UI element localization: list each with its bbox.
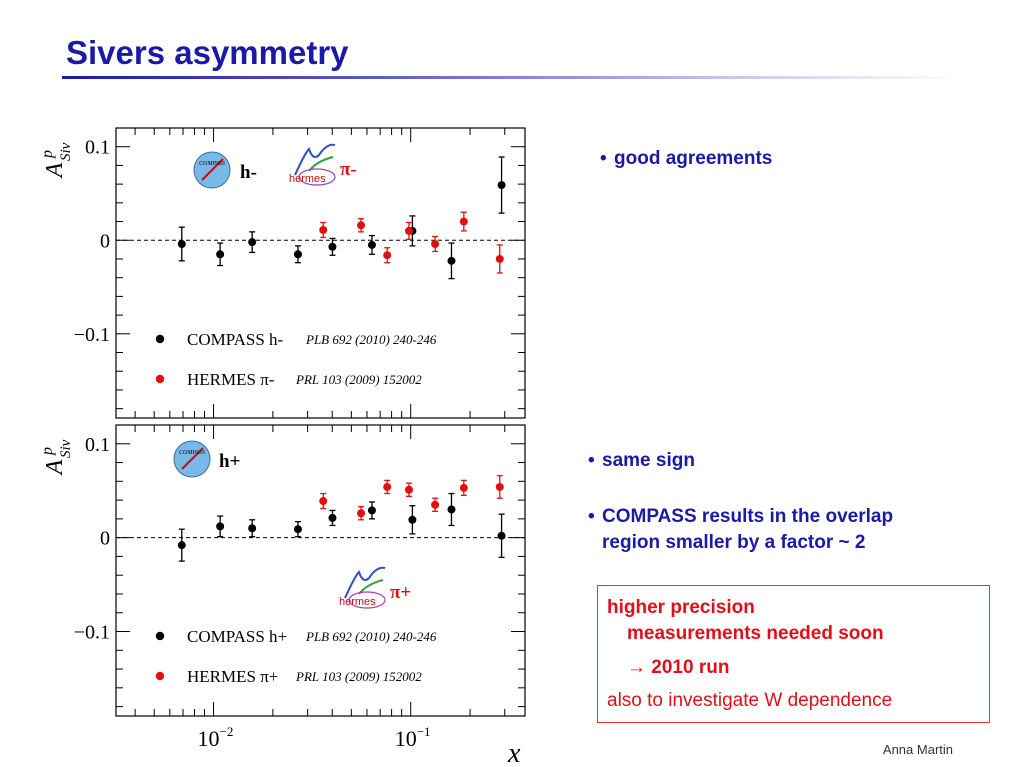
bullet-good-agreements: good agreements xyxy=(614,148,773,169)
data-point xyxy=(293,250,302,259)
slide-title: Sivers asymmetry xyxy=(66,34,349,71)
y-label-A: A xyxy=(42,162,68,179)
data-point xyxy=(319,497,328,506)
data-point xyxy=(431,500,440,509)
bullet-same-sign: • same sign xyxy=(588,448,695,474)
y-tick-label: −0.1 xyxy=(74,622,110,644)
compass-hadron-label: h+ xyxy=(219,451,240,472)
data-point xyxy=(383,251,392,260)
box-line-1: higher precision xyxy=(607,597,755,618)
compass-needle xyxy=(201,158,224,181)
legend-label: COMPASS h- xyxy=(187,330,284,349)
y-label-A: A xyxy=(42,459,68,476)
legend-reference: PRL 103 (2009) 152002 xyxy=(295,372,422,387)
hermes-pion-label: π+ xyxy=(390,582,411,603)
data-point xyxy=(177,541,186,550)
data-point xyxy=(497,531,506,540)
y-tick-label: 0.1 xyxy=(85,137,110,159)
y-tick-label: 0.1 xyxy=(85,434,110,456)
data-point xyxy=(357,221,366,230)
y-axis-label: Ap Siv xyxy=(39,142,74,179)
data-point xyxy=(328,242,337,251)
bullet-same-sign-text: same sign xyxy=(602,450,695,471)
legend-marker xyxy=(155,671,165,681)
legend-label: HERMES π+ xyxy=(187,667,278,686)
plot-frame-top xyxy=(115,127,526,419)
footer-author: Anna Martin xyxy=(882,742,953,757)
legend-reference: PLB 692 (2010) 240-246 xyxy=(305,332,437,347)
compass-logo-text: COMPASS xyxy=(199,161,225,167)
bullet-dot: • xyxy=(588,506,595,527)
data-point xyxy=(447,505,456,514)
data-point xyxy=(497,181,506,190)
compass-hadron-label: h- xyxy=(240,162,257,183)
data-point xyxy=(293,525,302,534)
data-point xyxy=(248,524,257,533)
bullet-overlap-line1: COMPASS results in the overlap xyxy=(602,506,894,527)
data-point xyxy=(459,483,468,492)
bullet-overlap-cont: region smaller by a factor ~ 2 xyxy=(602,530,865,556)
legend-marker xyxy=(155,631,165,641)
compass-needle xyxy=(181,447,204,470)
hermes-logo-icon xyxy=(294,143,336,176)
y-tick-label: 0 xyxy=(100,230,110,252)
hermes-logo-text: hermes xyxy=(339,596,376,608)
data-point xyxy=(367,240,376,249)
bullet-overlap: • COMPASS results in the overlap xyxy=(588,504,893,530)
box-line-3: → 2010 run xyxy=(627,657,730,678)
x-tick-exponent: −2 xyxy=(220,724,234,739)
y-axis-label: Ap Siv xyxy=(39,439,74,476)
data-point xyxy=(383,482,392,491)
legend-marker xyxy=(155,374,165,384)
compass-logo-text: COMPASS xyxy=(179,450,205,456)
data-point xyxy=(248,238,257,247)
hermes-pion-label: π- xyxy=(340,159,357,180)
conclusion-box xyxy=(597,585,990,723)
x-tick-label: 10 xyxy=(395,726,417,751)
data-point xyxy=(408,515,417,524)
bullet-dot: • xyxy=(600,148,607,169)
y-tick-label: −0.1 xyxy=(74,324,110,346)
legend-label: HERMES π- xyxy=(187,370,275,389)
box-line-2: measurements needed soon xyxy=(627,623,884,644)
data-point xyxy=(459,217,468,226)
data-point xyxy=(216,522,225,531)
data-point xyxy=(495,254,504,263)
y-label-sup: p xyxy=(39,150,56,159)
legend-reference: PLB 692 (2010) 240-246 xyxy=(305,629,437,644)
data-point xyxy=(431,240,440,248)
bullet-top: • good agreements xyxy=(600,146,772,172)
y-label-sup: p xyxy=(39,447,56,456)
data-point xyxy=(404,485,413,494)
data-point xyxy=(328,513,337,522)
plot-frame-bottom xyxy=(115,424,526,717)
legend-marker xyxy=(155,334,165,344)
y-label-sub: Siv xyxy=(58,439,74,458)
legend-label: COMPASS h+ xyxy=(187,627,287,646)
x-tick-label: 10 xyxy=(198,726,220,751)
box-line-4: also to investigate W dependence xyxy=(607,690,893,711)
data-point xyxy=(447,256,456,265)
bullet-overlap-line2: region smaller by a factor ~ 2 xyxy=(602,532,866,553)
data-point xyxy=(177,240,186,248)
data-point xyxy=(357,509,366,518)
x-axis-label: x xyxy=(507,738,521,767)
data-point xyxy=(404,226,413,235)
data-point xyxy=(216,250,225,259)
data-point xyxy=(495,482,504,491)
hermes-logo-text: hermes xyxy=(289,173,326,185)
x-tick-exponent: −1 xyxy=(417,724,431,739)
y-tick-label: 0 xyxy=(100,528,110,550)
legend-reference: PRL 103 (2009) 152002 xyxy=(295,669,422,684)
bullet-dot: • xyxy=(588,450,595,471)
title-underline xyxy=(62,76,962,79)
hermes-ring xyxy=(298,168,336,186)
hermes-logo-icon xyxy=(344,566,386,599)
y-label-sub: Siv xyxy=(58,142,74,161)
data-point xyxy=(367,506,376,515)
data-point xyxy=(319,225,328,234)
hermes-ring xyxy=(348,591,386,609)
